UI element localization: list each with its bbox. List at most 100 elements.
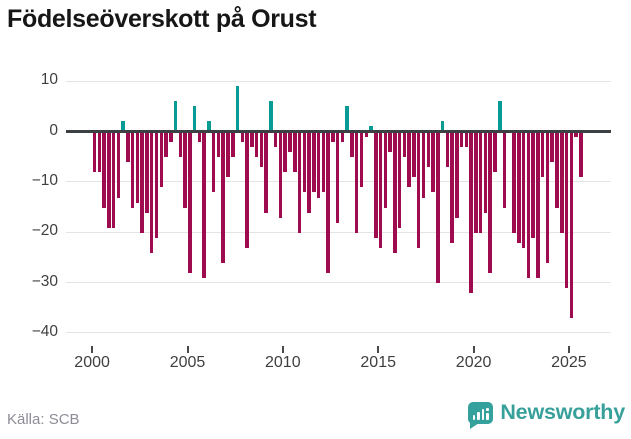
bar xyxy=(111,132,116,228)
mini-bar xyxy=(481,408,485,420)
bar xyxy=(498,100,502,131)
x-axis-tick xyxy=(281,346,284,353)
bar xyxy=(173,100,178,131)
bar xyxy=(226,132,230,178)
bar xyxy=(293,132,297,173)
bar xyxy=(135,132,140,203)
bar xyxy=(545,132,550,263)
gridline--30 xyxy=(66,282,611,284)
bar xyxy=(402,132,407,158)
bar xyxy=(459,132,464,148)
bar xyxy=(450,132,454,243)
bar xyxy=(579,132,583,178)
bar xyxy=(331,132,335,143)
bar xyxy=(97,132,102,173)
x-axis-tick xyxy=(377,346,380,353)
bar xyxy=(240,132,245,143)
bar-chart: 10 0 −10 −20 −30 −40 2000 2005 2010 2015 2020 2025 xyxy=(31,71,611,371)
x-axis-label: 2010 xyxy=(265,354,301,371)
bar xyxy=(312,132,316,193)
bar xyxy=(169,132,173,143)
bar xyxy=(221,132,225,263)
bar xyxy=(321,132,326,193)
bar xyxy=(264,132,268,213)
bar xyxy=(254,132,259,158)
y-axis-label: 0 xyxy=(49,121,58,139)
bar xyxy=(445,132,450,168)
bar xyxy=(354,132,359,233)
bar xyxy=(416,132,421,248)
x-axis-label: 2005 xyxy=(169,354,206,371)
bar xyxy=(364,132,369,137)
bar xyxy=(316,132,321,198)
y-axis-label: −10 xyxy=(31,171,58,189)
bar xyxy=(440,120,445,131)
bar xyxy=(188,132,192,273)
bar xyxy=(512,132,516,233)
bar xyxy=(469,132,473,294)
bar xyxy=(102,132,106,208)
bar xyxy=(378,132,383,248)
bar xyxy=(149,132,154,253)
x-axis-tick xyxy=(91,346,94,353)
bar xyxy=(288,132,292,153)
bar xyxy=(359,132,364,188)
bar xyxy=(531,132,535,238)
x-axis-label: 2020 xyxy=(455,354,492,371)
bar xyxy=(245,132,249,248)
bar xyxy=(521,132,526,248)
bar xyxy=(297,132,302,233)
bar xyxy=(126,132,130,163)
exclamation-dot xyxy=(486,408,490,411)
bar xyxy=(536,132,540,278)
bar xyxy=(483,132,488,213)
gridline--40 xyxy=(66,332,611,334)
bar xyxy=(388,132,392,153)
bar xyxy=(493,132,497,173)
bar xyxy=(335,132,340,223)
bar xyxy=(178,132,183,158)
bar xyxy=(560,132,564,233)
bar xyxy=(345,105,349,131)
bar xyxy=(92,132,97,173)
bar xyxy=(164,132,168,158)
x-axis-label: 2015 xyxy=(360,354,396,371)
bar xyxy=(436,132,440,284)
speech-tail xyxy=(470,422,480,429)
bar xyxy=(326,132,330,273)
gridline--20 xyxy=(66,231,611,233)
bar xyxy=(259,132,264,168)
bar xyxy=(121,120,125,131)
bar xyxy=(140,132,144,233)
bar xyxy=(555,132,559,208)
bar xyxy=(273,132,278,148)
x-axis-label: 2025 xyxy=(551,354,587,371)
bar xyxy=(231,132,235,158)
bar xyxy=(278,132,283,218)
bar xyxy=(340,132,345,143)
zero-axis-line xyxy=(66,129,611,133)
x-axis-tick xyxy=(567,346,570,353)
bar xyxy=(478,132,483,233)
bar xyxy=(574,132,578,137)
bar xyxy=(550,132,554,163)
bar xyxy=(302,132,307,193)
x-axis-tick xyxy=(186,346,189,353)
x-axis-label: 2000 xyxy=(74,354,110,371)
bar xyxy=(393,132,397,253)
bar xyxy=(250,132,254,148)
bar xyxy=(369,126,373,131)
bar xyxy=(211,132,216,193)
bar xyxy=(154,132,159,238)
bar xyxy=(517,132,521,243)
bar xyxy=(526,132,531,278)
bar xyxy=(269,100,273,131)
source-text: Källa: SCB xyxy=(7,411,80,428)
bar xyxy=(235,85,240,131)
bar xyxy=(192,105,197,131)
y-axis-label: −40 xyxy=(31,322,58,340)
x-axis-tick xyxy=(472,346,475,353)
bar xyxy=(426,132,431,168)
mini-bar xyxy=(477,411,480,420)
